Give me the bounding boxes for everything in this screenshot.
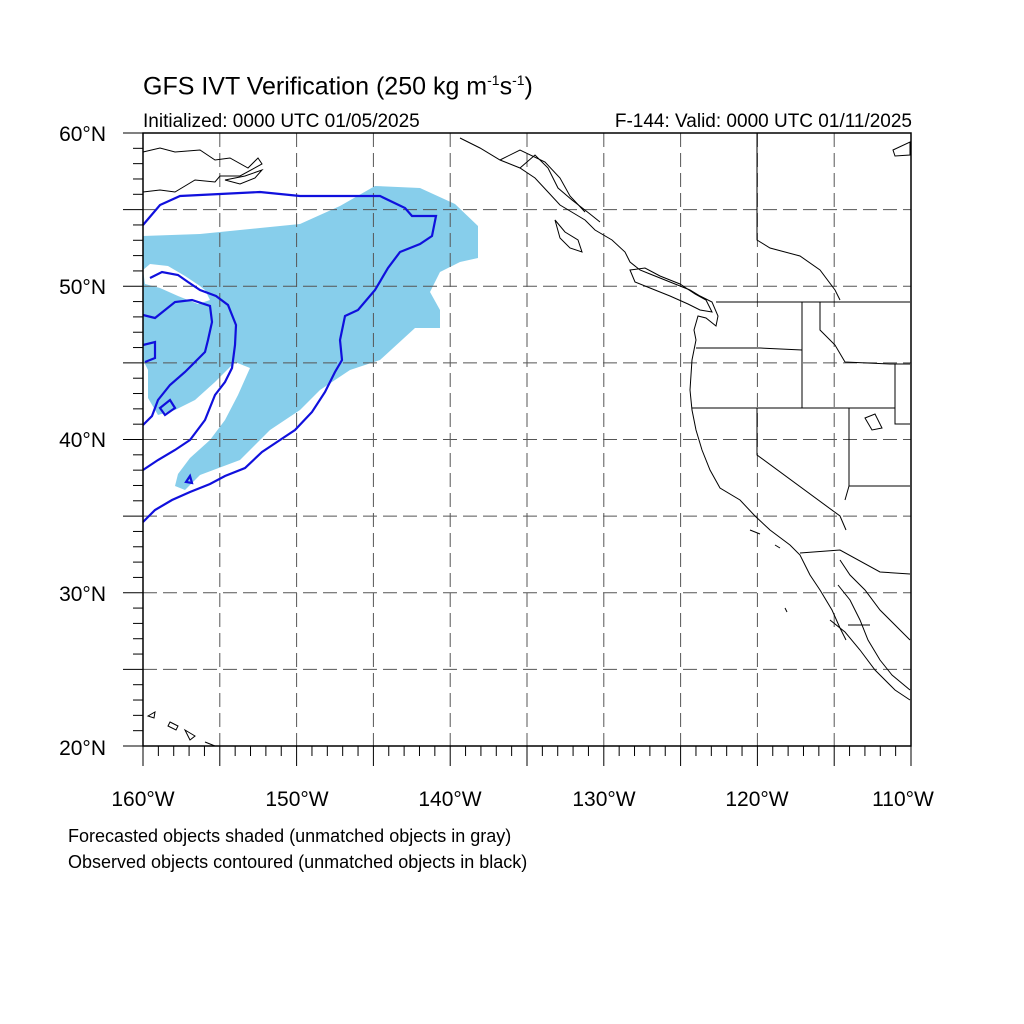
lat-label-20: 20°N — [59, 737, 106, 760]
lon-label-160w: 160°W — [111, 788, 174, 811]
latitude-labels: 60°N 50°N 40°N 30°N 20°N — [59, 123, 106, 760]
lon-label-150w: 150°W — [265, 788, 328, 811]
lat-label-50: 50°N — [59, 276, 106, 299]
coastlines — [142, 137, 911, 747]
lat-label-60: 60°N — [59, 123, 106, 146]
map-title: GFS IVT Verification (250 kg m-1s-1) — [143, 72, 533, 101]
lon-label-110w: 110°W — [872, 788, 934, 811]
caption-observed: Observed objects contoured (unmatched ob… — [68, 852, 528, 872]
caption-forecast: Forecasted objects shaded (unmatched obj… — [68, 826, 512, 846]
lat-label-30: 30°N — [59, 583, 106, 606]
political-borders — [692, 133, 911, 626]
lon-label-130w: 130°W — [572, 788, 635, 811]
observed-object — [142, 190, 438, 523]
forecast-object — [143, 186, 478, 490]
lon-label-140w: 140°W — [418, 788, 481, 811]
valid-time: F-144: Valid: 0000 UTC 01/11/2025 — [614, 111, 912, 132]
lat-lon-grid — [143, 133, 911, 746]
longitude-labels: 160°W 150°W 140°W 130°W 120°W 110°W — [111, 788, 934, 811]
axis-ticks — [123, 132, 912, 766]
initialized-time: Initialized: 0000 UTC 01/05/2025 — [143, 111, 420, 132]
lon-label-120w: 120°W — [725, 788, 788, 811]
lat-label-40: 40°N — [59, 429, 106, 452]
